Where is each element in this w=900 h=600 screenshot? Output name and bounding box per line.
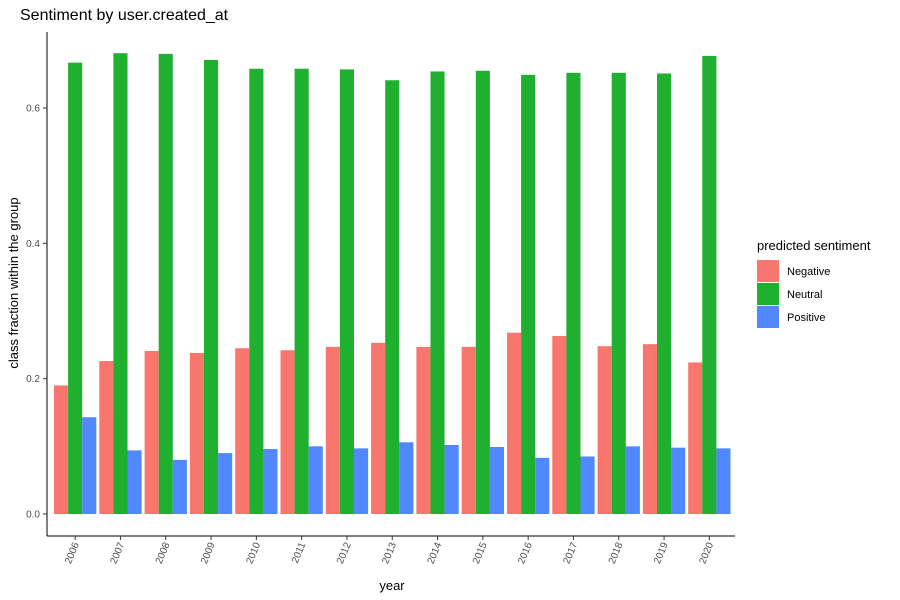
bar-positive-2020 (716, 448, 731, 514)
legend-title: predicted sentiment (757, 238, 871, 253)
x-tick-label: 2010 (244, 541, 263, 566)
bar-positive-2007 (127, 450, 142, 514)
bar-negative-2017 (552, 336, 567, 514)
x-tick-label: 2020 (697, 541, 716, 566)
bar-negative-2011 (280, 350, 295, 514)
bar-neutral-2015 (475, 70, 490, 514)
bar-negative-2008 (144, 350, 159, 514)
x-tick-label: 2011 (290, 541, 309, 565)
y-tick-label: 0.2 (26, 374, 40, 385)
legend: predicted sentiment Negative Neutral Posit… (757, 238, 871, 328)
legend-key-neutral (757, 283, 779, 305)
bar-positive-2010 (263, 449, 278, 514)
legend-key-positive (757, 306, 779, 328)
bar-neutral-2019 (657, 73, 672, 515)
bar-neutral-2006 (68, 62, 83, 514)
x-tick-label: 2014 (426, 541, 445, 566)
x-tick-label: 2009 (199, 541, 218, 566)
bar-neutral-2013 (385, 80, 400, 514)
plot-area: 0.0 0.2 0.4 0.6 2006 2007 2008 2009 2010 2011 2012… (26, 32, 735, 566)
bar-neutral-2011 (294, 68, 309, 514)
bar-positive-2011 (308, 446, 323, 514)
bar-neutral-2007 (113, 53, 128, 514)
x-tick-label: 2012 (335, 541, 354, 566)
y-tick-label: 0.6 (26, 104, 40, 115)
legend-label-positive: Positive (787, 312, 826, 324)
x-tick-label: 2006 (63, 541, 82, 566)
bar-positive-2012 (354, 448, 369, 514)
bar-positive-2018 (625, 446, 640, 514)
bar-positive-2013 (399, 442, 414, 514)
x-tick-label: 2008 (154, 541, 173, 566)
x-axis-title: year (379, 578, 405, 593)
bar-positive-2015 (489, 447, 504, 514)
bar-negative-2009 (189, 352, 204, 514)
bar-neutral-2020 (702, 55, 717, 515)
bar-negative-2015 (461, 346, 476, 514)
x-tick-label: 2017 (562, 541, 581, 566)
legend-key-negative (757, 260, 779, 282)
y-axis-title: class fraction within the group (6, 197, 21, 368)
bar-neutral-2017 (566, 72, 581, 514)
bar-neutral-2012 (339, 69, 354, 515)
y-tick-label: 0.0 (26, 510, 40, 521)
x-tick-label: 2019 (652, 541, 671, 566)
y-tick-label: 0.4 (26, 239, 40, 250)
legend-label-neutral: Neutral (787, 289, 822, 301)
bar-negative-2019 (642, 344, 657, 514)
bar-negative-2020 (688, 362, 703, 514)
bar-positive-2019 (671, 447, 686, 514)
x-tick-label: 2016 (516, 541, 535, 566)
bar-neutral-2014 (430, 71, 445, 515)
bar-neutral-2016 (521, 74, 536, 514)
bar-neutral-2009 (204, 59, 219, 515)
bar-positive-2016 (535, 457, 550, 514)
bar-negative-2014 (416, 346, 431, 514)
bar-neutral-2010 (249, 68, 264, 514)
x-tick-label: 2007 (109, 541, 128, 566)
bar-positive-2008 (172, 459, 187, 514)
bar-negative-2012 (325, 346, 340, 514)
bar-positive-2014 (444, 444, 459, 514)
x-tick-label: 2015 (471, 541, 490, 566)
bar-negative-2016 (507, 332, 522, 514)
chart-title: Sentiment by user.created_at (20, 7, 229, 24)
bar-positive-2017 (580, 456, 595, 514)
x-tick-label: 2018 (607, 541, 626, 566)
bar-negative-2018 (597, 346, 612, 514)
bar-negative-2007 (99, 361, 114, 514)
bar-negative-2013 (371, 342, 386, 514)
x-tick-label: 2013 (380, 541, 399, 566)
bar-positive-2006 (82, 417, 97, 514)
bar-neutral-2008 (158, 53, 173, 515)
legend-label-negative: Negative (787, 266, 830, 278)
bar-negative-2006 (54, 385, 69, 514)
bar-negative-2010 (235, 348, 250, 514)
bar-positive-2009 (218, 453, 233, 514)
bar-neutral-2018 (611, 72, 626, 514)
